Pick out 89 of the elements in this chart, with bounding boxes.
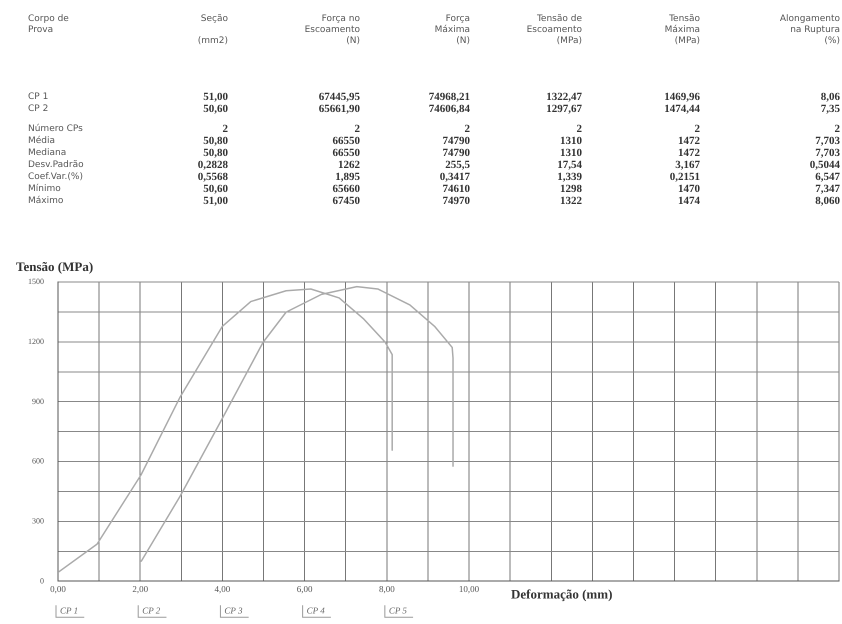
y-tick-label: 600	[32, 456, 44, 466]
x-tick-label: 0,00	[50, 584, 66, 594]
text: 0,3417	[440, 171, 470, 183]
text: 1297,67	[546, 103, 582, 115]
x-tick-label: 2,00	[132, 584, 149, 594]
text: 8,060	[815, 195, 840, 207]
text: Força Máxima (N)	[434, 14, 470, 47]
text: 1322,47	[546, 91, 582, 103]
text: 255,5	[445, 159, 470, 171]
text: 2	[354, 123, 360, 135]
text: 1469,96	[664, 91, 700, 103]
text: 1298	[560, 183, 582, 195]
text: Alongamento na Ruptura (%)	[780, 14, 840, 47]
text: 1310	[560, 147, 582, 159]
text: Seção (mm2)	[198, 14, 228, 46]
text: 50,80	[203, 147, 228, 159]
text: Mediana	[28, 148, 66, 159]
text: 1472	[678, 147, 700, 159]
text: 50,60	[203, 103, 228, 115]
x-tick-label: 8,00	[378, 584, 396, 594]
text: 74968,21	[428, 91, 470, 103]
text: Força no Escoamento (N)	[304, 14, 360, 47]
text: 0,2151	[670, 171, 700, 183]
text: 1322	[560, 195, 582, 207]
text: 7,703	[815, 147, 840, 159]
text: Corpo de Prova	[28, 14, 69, 36]
text: 2	[834, 123, 840, 135]
y-axis-title: Tensão (MPa)	[16, 258, 94, 274]
text: Máximo	[28, 196, 64, 207]
text: Coef.Var.(%)	[28, 172, 83, 183]
text: Tensão de Escoamento (MPa)	[526, 14, 582, 47]
text: CP 4	[306, 606, 326, 616]
text: Tensão Máxima (MPa)	[664, 14, 700, 47]
text: 2	[576, 123, 582, 135]
text: 50,80	[203, 135, 228, 147]
text: 1,339	[557, 171, 582, 183]
y-tick-label: 300	[32, 516, 44, 526]
text: 1310	[560, 135, 582, 147]
text: 65661,90	[318, 103, 360, 115]
text: 66550	[332, 135, 360, 147]
y-tick-label: 0	[40, 576, 44, 586]
text: 2	[464, 123, 470, 135]
text: 74790	[442, 135, 470, 147]
text: 7,347	[815, 183, 840, 195]
x-tick-label: 6,00	[296, 584, 314, 594]
text: 74790	[442, 147, 470, 159]
text: CP 2	[142, 606, 161, 616]
text: 51,00	[203, 195, 228, 207]
text: 7,35	[820, 103, 840, 115]
text: 67450	[332, 195, 360, 207]
text: 67445,95	[318, 91, 360, 103]
text: 50,60	[203, 183, 228, 195]
text: 0,5044	[810, 159, 840, 171]
x-axis-title: Deformação (mm)	[510, 586, 612, 602]
text: 74606,84	[428, 103, 470, 115]
x-tick-label: 4,00	[214, 584, 231, 594]
text: 6,547	[815, 171, 840, 183]
text: CP 1	[60, 606, 78, 616]
text: 7,703	[815, 135, 840, 147]
text: 0,5568	[198, 171, 228, 183]
text: Mínimo	[28, 184, 61, 195]
text: 66550	[332, 147, 360, 159]
text: 8,06	[820, 91, 840, 103]
text: 1472	[678, 135, 700, 147]
text: 2	[694, 123, 700, 135]
x-tick-label: 10,00	[458, 584, 480, 594]
text: 1474,44	[664, 103, 700, 115]
text: 51,00	[203, 91, 228, 103]
text: 1262	[338, 159, 360, 171]
text: 1,895	[335, 171, 360, 183]
text: CP 2	[28, 104, 48, 115]
text: Média	[28, 136, 56, 147]
text: CP 1	[28, 92, 48, 103]
y-tick-label: 900	[32, 396, 44, 406]
text: 65660	[332, 183, 360, 195]
text: Número CPs	[28, 124, 83, 135]
text: 74970	[442, 195, 470, 207]
y-tick-label: 1200	[28, 336, 44, 346]
text: 1470	[678, 183, 700, 195]
text: Desv.Padrão	[28, 160, 84, 171]
text: CP 5	[388, 606, 408, 616]
text: 2	[222, 123, 228, 135]
y-tick-label: 1500	[28, 277, 44, 286]
text: 17,54	[557, 159, 582, 171]
text: 0,2828	[198, 159, 228, 171]
text: CP 3	[224, 606, 244, 616]
text: 1474	[678, 195, 700, 207]
text: 74610	[442, 183, 470, 195]
text: 3,167	[675, 159, 700, 171]
